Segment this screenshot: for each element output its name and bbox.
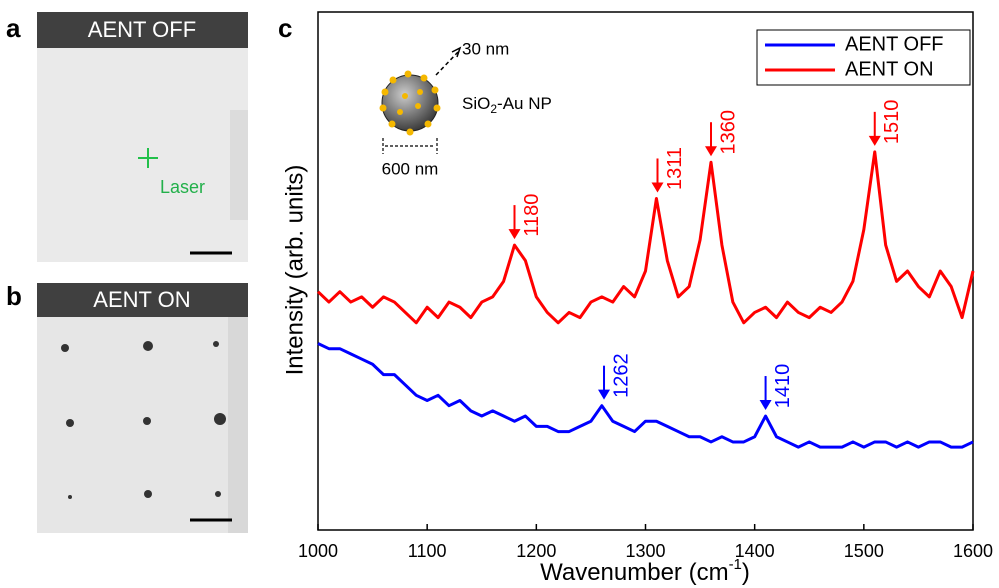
image-shade — [230, 110, 248, 220]
peak-arrowhead — [868, 135, 881, 146]
inset-label: SiO2-Au NP — [462, 94, 552, 116]
microscope-image — [37, 48, 248, 262]
peak-label: 1360 — [717, 110, 739, 155]
x-axis-label-text: ) — [742, 559, 750, 586]
series-line — [316, 150, 975, 325]
peak-label: 1262 — [610, 353, 632, 398]
series-line — [317, 342, 974, 449]
inset-label: 600 nm — [382, 159, 439, 178]
panel-letter: c — [278, 13, 292, 43]
nanoparticle-icon — [379, 46, 462, 154]
legend-label: AENT OFF — [845, 33, 944, 55]
particle-dots — [61, 341, 226, 499]
x-axis-label-sup: -1 — [729, 556, 742, 573]
laser-label: Laser — [160, 177, 205, 197]
x-tick-label: 1600 — [953, 541, 993, 561]
inset-label: 30 nm — [462, 39, 509, 58]
legend-label: AENT ON — [845, 58, 934, 80]
peak-arrowhead — [759, 400, 772, 411]
panel-header — [37, 12, 248, 48]
peak-label: 1180 — [521, 194, 543, 237]
x-tick-label: 1000 — [298, 541, 338, 561]
y-axis-label: Intensity (arb. units) — [281, 165, 308, 376]
panel-header-text: AENT OFF — [88, 17, 196, 42]
x-tick-label: 1200 — [516, 541, 556, 561]
image-shade — [228, 317, 248, 533]
peak-arrowhead — [705, 146, 717, 157]
panel-header-text: AENT ON — [93, 287, 190, 312]
peak-label: 1311 — [664, 147, 686, 190]
laser-marker — [138, 148, 158, 168]
x-tick-label: 1100 — [408, 541, 447, 561]
x-tick-label: 1400 — [735, 541, 775, 561]
x-axis-label-text: Wavenumber (cm — [540, 559, 728, 586]
inset-label-text: SiO — [462, 94, 490, 113]
x-tick-label: 1300 — [625, 541, 665, 561]
peak-label: 1510 — [881, 100, 903, 145]
x-tick-label: 1500 — [844, 541, 884, 561]
panel-letter: a — [6, 13, 21, 43]
peak-arrowhead — [598, 389, 611, 400]
panel-letter: b — [6, 281, 22, 311]
legend-box — [756, 29, 971, 86]
peak-label: 1410 — [772, 364, 794, 409]
inset-label-text: -Au NP — [497, 94, 552, 113]
peak-arrowhead — [651, 182, 664, 193]
panel-header — [37, 283, 248, 317]
peak-arrowhead — [508, 229, 521, 240]
inset-label-sub: 2 — [490, 102, 497, 116]
x-axis-label: Wavenumber (cm-1) — [540, 556, 750, 586]
